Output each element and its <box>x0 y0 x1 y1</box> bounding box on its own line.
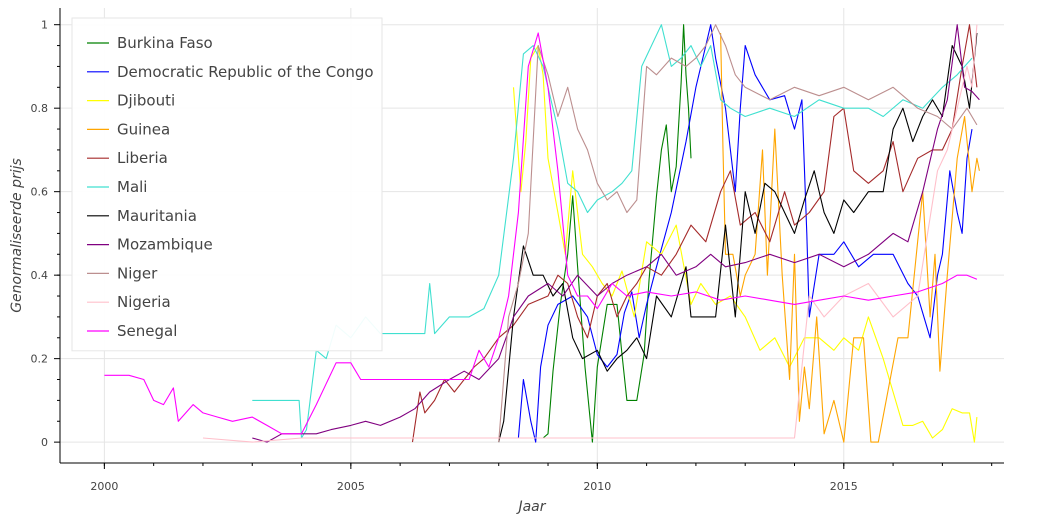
series-line-democratic-republic-of-the-congo <box>517 24 973 443</box>
series-line-liberia <box>411 24 978 443</box>
legend-label: Djibouti <box>117 92 175 110</box>
y-tick-label: 0.4 <box>31 269 49 282</box>
legend-label: Nigeria <box>117 293 171 311</box>
legend-label: Democratic Republic of the Congo <box>117 63 374 81</box>
legend-label: Mali <box>117 178 147 196</box>
x-axis-title: Jaar <box>515 499 546 515</box>
y-tick-label: 0 <box>41 436 48 449</box>
y-axis-title: Genormaliseerde prijs <box>9 158 25 313</box>
series-line-nigeria <box>202 24 978 443</box>
x-tick-label: 2005 <box>337 480 365 493</box>
axes: 0 0.2 0.4 0.6 0.8 1 2000 2005 2010 2015 Jaar Genorm… <box>9 8 1004 515</box>
y-tick-label: 0.2 <box>31 353 49 366</box>
legend: Burkina Faso Democratic Republic of the C… <box>71 17 383 352</box>
legend-label: Niger <box>117 264 158 282</box>
legend-label: Mozambique <box>117 236 213 254</box>
series-line-burkina-faso <box>542 24 692 443</box>
x-tick-label: 2000 <box>90 480 118 493</box>
legend-label: Mauritania <box>117 207 197 225</box>
legend-box <box>71 17 383 352</box>
y-tick-label: 0.6 <box>31 186 49 199</box>
legend-label: Liberia <box>117 149 168 167</box>
legend-label: Guinea <box>117 120 170 138</box>
series-line-djibouti <box>512 45 978 443</box>
x-tick-label: 2015 <box>830 480 858 493</box>
series-line-guinea <box>720 32 980 443</box>
series-line-niger <box>498 24 978 443</box>
series-line-senegal <box>104 32 978 435</box>
y-tick-label: 0.8 <box>31 102 49 115</box>
x-tick-label: 2010 <box>583 480 611 493</box>
series-line-mauritania <box>498 32 978 443</box>
legend-label: Senegal <box>117 322 177 340</box>
legend-label: Burkina Faso <box>117 34 213 52</box>
y-tick-label: 1 <box>41 19 48 32</box>
